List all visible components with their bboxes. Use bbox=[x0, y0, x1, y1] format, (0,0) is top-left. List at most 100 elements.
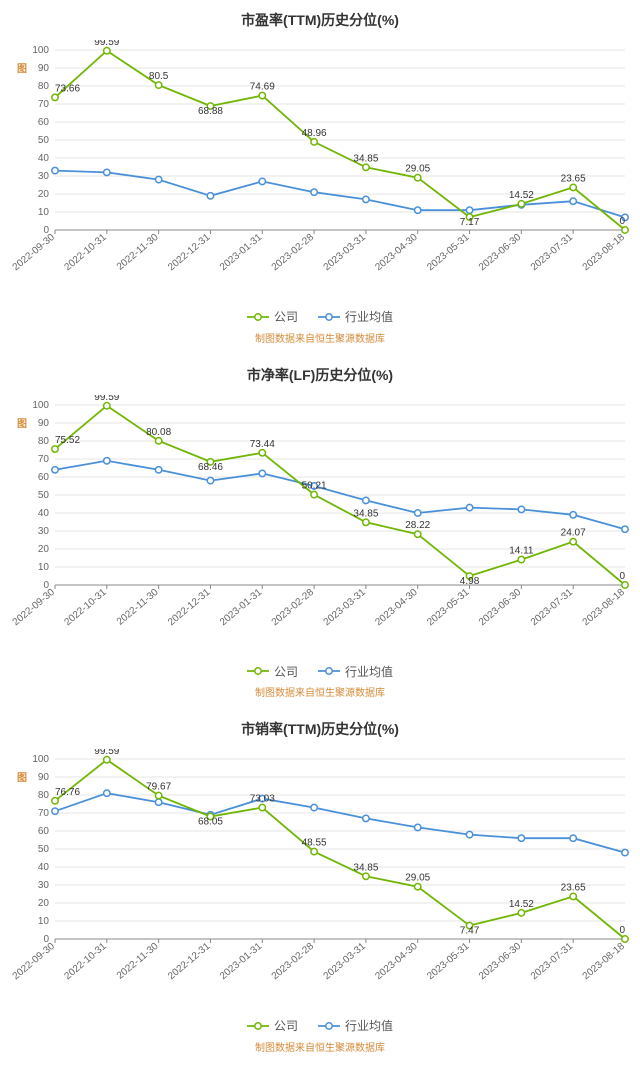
point-company bbox=[52, 798, 58, 804]
point-industry bbox=[466, 504, 472, 510]
value-label: 34.85 bbox=[353, 862, 378, 873]
svg-text:100: 100 bbox=[32, 754, 49, 765]
chart-plot: 0102030405060708090100图2022-09-302022-10… bbox=[10, 40, 630, 300]
svg-text:2023-05-31: 2023-05-31 bbox=[425, 586, 472, 628]
point-industry bbox=[104, 790, 110, 796]
svg-text:图: 图 bbox=[17, 63, 27, 75]
svg-text:2023-02-28: 2023-02-28 bbox=[270, 232, 317, 274]
value-label: 28.22 bbox=[405, 520, 430, 531]
svg-text:2023-08-18: 2023-08-18 bbox=[581, 586, 628, 628]
value-label: 99.59 bbox=[94, 749, 119, 757]
point-industry bbox=[311, 804, 317, 810]
point-industry bbox=[104, 169, 110, 175]
svg-text:2022-09-30: 2022-09-30 bbox=[11, 586, 58, 628]
value-label: 73.66 bbox=[55, 83, 80, 94]
svg-text:80: 80 bbox=[38, 436, 50, 447]
value-label: 0 bbox=[619, 925, 625, 936]
point-company bbox=[52, 94, 58, 100]
svg-text:40: 40 bbox=[38, 508, 50, 519]
svg-text:40: 40 bbox=[38, 153, 50, 164]
point-industry bbox=[570, 198, 576, 204]
chart-plot: 0102030405060708090100图2022-09-302022-10… bbox=[10, 749, 630, 1009]
legend: 公司 行业均值 bbox=[5, 1017, 635, 1035]
svg-text:2022-11-30: 2022-11-30 bbox=[115, 586, 161, 627]
svg-text:2023-07-31: 2023-07-31 bbox=[529, 232, 576, 274]
svg-text:2022-09-30: 2022-09-30 bbox=[11, 941, 58, 983]
point-company bbox=[104, 402, 110, 408]
point-company bbox=[518, 556, 524, 562]
point-company bbox=[155, 792, 161, 798]
legend: 公司行业均值 bbox=[5, 308, 635, 326]
credit-text: 制图数据来自恒生聚源数据库 bbox=[5, 1039, 635, 1054]
value-label: 14.52 bbox=[509, 899, 534, 910]
series-industry bbox=[55, 793, 625, 852]
svg-text:90: 90 bbox=[38, 418, 50, 429]
value-label: 68.46 bbox=[198, 461, 223, 472]
point-industry bbox=[155, 799, 161, 805]
point-industry bbox=[466, 831, 472, 837]
svg-text:10: 10 bbox=[38, 562, 50, 573]
point-company bbox=[518, 910, 524, 916]
svg-text:2023-04-30: 2023-04-30 bbox=[373, 586, 420, 628]
svg-text:50: 50 bbox=[38, 135, 50, 146]
point-industry bbox=[518, 506, 524, 512]
svg-text:80: 80 bbox=[38, 790, 50, 801]
point-industry bbox=[415, 207, 421, 213]
value-label: 29.05 bbox=[405, 164, 430, 175]
point-industry bbox=[52, 466, 58, 472]
svg-text:70: 70 bbox=[38, 454, 50, 465]
value-label: 29.05 bbox=[405, 873, 430, 884]
value-label: 76.76 bbox=[55, 787, 80, 798]
point-company bbox=[622, 936, 628, 942]
svg-text:100: 100 bbox=[32, 45, 49, 56]
point-industry bbox=[155, 176, 161, 182]
point-company bbox=[259, 449, 265, 455]
svg-text:2023-04-30: 2023-04-30 bbox=[373, 232, 420, 274]
point-company bbox=[363, 519, 369, 525]
svg-text:60: 60 bbox=[38, 472, 50, 483]
svg-text:90: 90 bbox=[38, 772, 50, 783]
point-industry bbox=[52, 167, 58, 173]
value-label: 50.21 bbox=[302, 480, 327, 491]
legend-item-company: 公司 bbox=[247, 1017, 298, 1034]
point-company bbox=[311, 848, 317, 854]
value-label: 14.52 bbox=[509, 190, 534, 201]
legend-label: 公司 bbox=[274, 663, 298, 680]
point-company bbox=[155, 82, 161, 88]
point-industry bbox=[466, 207, 472, 213]
value-label: 99.59 bbox=[94, 40, 119, 48]
point-company bbox=[52, 445, 58, 451]
chart-title: 市盈率(TTM)历史分位(%) bbox=[5, 10, 635, 30]
point-company bbox=[363, 164, 369, 170]
svg-text:2023-05-31: 2023-05-31 bbox=[425, 232, 472, 274]
value-label: 34.85 bbox=[353, 508, 378, 519]
credit-text: 制图数据来自恒生聚源数据库 bbox=[5, 330, 635, 345]
svg-text:30: 30 bbox=[38, 526, 50, 537]
point-industry bbox=[363, 815, 369, 821]
legend-label: 公司 bbox=[274, 1017, 298, 1034]
legend-item-company: 公司 bbox=[247, 663, 298, 680]
legend-label: 行业均值 bbox=[345, 663, 393, 680]
svg-text:60: 60 bbox=[38, 826, 50, 837]
point-company bbox=[622, 581, 628, 587]
point-industry bbox=[415, 509, 421, 515]
value-label: 80.5 bbox=[149, 71, 169, 82]
svg-text:2023-01-31: 2023-01-31 bbox=[218, 586, 265, 628]
legend-item-industry: 行业均值 bbox=[318, 308, 393, 325]
chart-title: 市销率(TTM)历史分位(%) bbox=[5, 719, 635, 739]
svg-text:30: 30 bbox=[38, 171, 50, 182]
value-label: 80.08 bbox=[146, 426, 171, 437]
svg-text:2023-04-30: 2023-04-30 bbox=[373, 941, 420, 983]
chart-ps: 市销率(TTM)历史分位(%)0102030405060708090100图20… bbox=[5, 719, 635, 1054]
credit-text: 制图数据来自恒生聚源数据库 bbox=[5, 684, 635, 699]
value-label: 23.65 bbox=[561, 173, 586, 184]
svg-text:2023-01-31: 2023-01-31 bbox=[218, 232, 265, 274]
svg-text:2022-10-31: 2022-10-31 bbox=[62, 941, 109, 983]
legend-label: 行业均值 bbox=[345, 1017, 393, 1034]
chart-plot: 0102030405060708090100图2022-09-302022-10… bbox=[10, 395, 630, 655]
point-company bbox=[363, 873, 369, 879]
point-industry bbox=[518, 835, 524, 841]
svg-text:2023-06-30: 2023-06-30 bbox=[477, 232, 524, 274]
value-label: 74.69 bbox=[250, 82, 275, 93]
chart-title: 市净率(LF)历史分位(%) bbox=[5, 365, 635, 385]
